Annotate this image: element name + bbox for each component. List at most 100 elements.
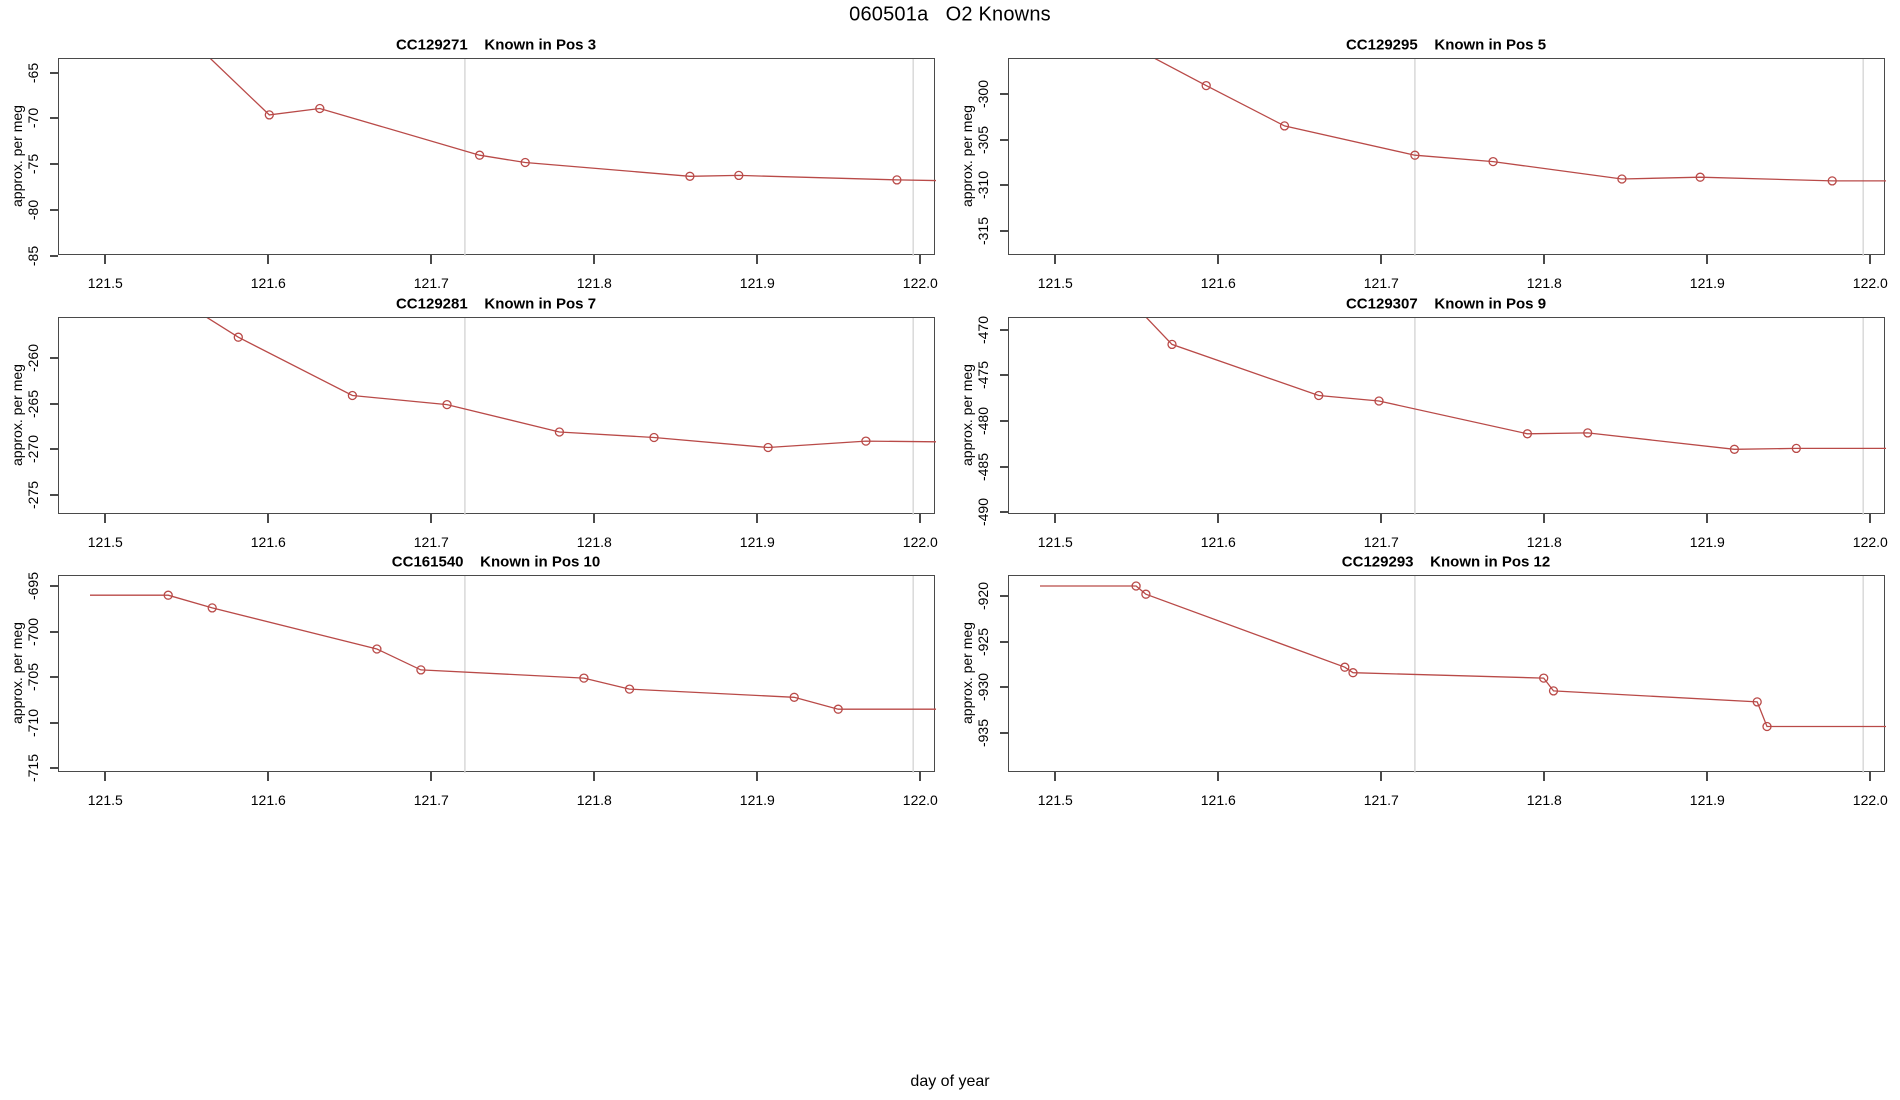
chart-panel-CC129293: CC129293 Known in Pos 12 approx. per meg -… bbox=[959, 554, 1888, 809]
data-point-marker bbox=[233, 332, 243, 342]
x-tick-mark bbox=[430, 255, 433, 264]
y-tick-label: -305 bbox=[975, 125, 991, 154]
data-point-marker bbox=[1762, 721, 1772, 732]
y-axis-label: approx. per meg bbox=[9, 105, 25, 207]
data-point-marker bbox=[264, 110, 274, 120]
data-line bbox=[206, 318, 936, 449]
x-tick-mark bbox=[267, 514, 270, 523]
y-tick-mark bbox=[1000, 594, 1008, 597]
data-point-marker bbox=[1279, 121, 1290, 131]
x-tick-label: 121.5 bbox=[1037, 275, 1073, 291]
x-tick-mark bbox=[104, 514, 107, 523]
panel-title: CC129281 Known in Pos 7 bbox=[395, 295, 597, 313]
y-tick-mark bbox=[1000, 731, 1008, 734]
data-point-marker bbox=[1141, 589, 1151, 599]
data-point-marker bbox=[1488, 156, 1498, 167]
data-point-marker bbox=[833, 704, 843, 714]
y-tick-label: -260 bbox=[25, 344, 41, 373]
data-point-marker bbox=[1348, 668, 1358, 678]
chart-panel-CC161540: CC161540 Known in Pos 10 approx. per meg -… bbox=[9, 554, 938, 809]
y-tick-mark bbox=[50, 448, 58, 451]
x-tick-mark bbox=[593, 255, 596, 264]
data-point-marker bbox=[1340, 662, 1350, 672]
panel-title: CC129271 Known in Pos 3 bbox=[395, 36, 597, 54]
y-tick-label: -705 bbox=[25, 663, 41, 692]
y-tick-mark bbox=[1000, 374, 1008, 377]
data-point-marker bbox=[1314, 390, 1324, 401]
y-tick-label: -470 bbox=[975, 315, 991, 344]
panel-title: CC129295 Known in Pos 5 bbox=[1345, 36, 1547, 54]
x-tick-label: 121.8 bbox=[1526, 792, 1562, 808]
x-tick-mark bbox=[1217, 772, 1220, 781]
y-tick-mark bbox=[50, 71, 58, 74]
y-tick-label: -925 bbox=[975, 627, 991, 656]
y-tick-label: -485 bbox=[975, 452, 991, 481]
x-tick-mark bbox=[1543, 255, 1546, 264]
x-tick-label: 121.9 bbox=[739, 275, 775, 291]
y-tick-label: -65 bbox=[25, 62, 41, 83]
data-point-marker bbox=[1410, 150, 1420, 160]
data-point-marker bbox=[789, 692, 799, 702]
y-tick-label: -70 bbox=[25, 108, 41, 129]
x-tick-label: 121.7 bbox=[413, 534, 449, 550]
data-point-marker bbox=[442, 399, 452, 410]
x-tick-mark bbox=[1706, 255, 1709, 264]
x-tick-label: 121.5 bbox=[87, 275, 123, 291]
x-tick-mark bbox=[104, 255, 107, 264]
data-point-marker bbox=[685, 171, 695, 181]
data-line bbox=[90, 594, 936, 710]
data-point-marker bbox=[1131, 581, 1141, 591]
x-tick-mark bbox=[1543, 514, 1546, 523]
x-tick-mark bbox=[756, 514, 759, 523]
x-tick-label: 122.0 bbox=[1852, 792, 1888, 808]
data-point-marker bbox=[1167, 339, 1177, 350]
y-tick-mark bbox=[50, 630, 58, 633]
chart-panel-CC129281: CC129281 Known in Pos 7 approx. per meg -2… bbox=[9, 296, 938, 551]
y-tick-label: -480 bbox=[975, 406, 991, 435]
y-tick-mark bbox=[1000, 184, 1008, 187]
y-tick-mark bbox=[1000, 138, 1008, 141]
x-tick-label: 121.8 bbox=[576, 534, 612, 550]
x-tick-mark bbox=[1380, 255, 1383, 264]
x-tick-mark bbox=[1380, 772, 1383, 781]
data-point-marker bbox=[1583, 428, 1593, 438]
data-point-marker bbox=[763, 442, 773, 453]
series-plot bbox=[1154, 59, 1886, 256]
y-tick-mark bbox=[50, 402, 58, 405]
figure-title: 060501a O2 Knowns bbox=[849, 3, 1051, 26]
x-tick-label: 121.7 bbox=[1363, 792, 1399, 808]
data-point-marker bbox=[520, 157, 530, 168]
x-tick-mark bbox=[1869, 255, 1872, 264]
x-tick-label: 122.0 bbox=[902, 275, 938, 291]
y-tick-label: -920 bbox=[975, 581, 991, 610]
data-point-marker bbox=[1617, 174, 1627, 184]
data-point-marker bbox=[1729, 444, 1740, 454]
plot-area bbox=[58, 317, 936, 515]
panel-title: CC161540 Known in Pos 10 bbox=[391, 553, 601, 571]
x-tick-label: 121.6 bbox=[250, 534, 286, 550]
x-tick-mark bbox=[919, 772, 922, 781]
series-plot bbox=[209, 59, 936, 256]
y-tick-mark bbox=[50, 357, 58, 360]
y-tick-mark bbox=[50, 254, 58, 257]
x-tick-mark bbox=[267, 255, 270, 264]
data-point-marker bbox=[474, 150, 485, 160]
data-line bbox=[209, 59, 936, 182]
x-tick-label: 121.9 bbox=[1689, 792, 1725, 808]
y-axis-label: approx. per meg bbox=[9, 364, 25, 466]
y-tick-mark bbox=[1000, 419, 1008, 422]
chart-panel-CC129271: CC129271 Known in Pos 3 approx. per meg -6… bbox=[9, 37, 938, 292]
chart-panel-CC129295: CC129295 Known in Pos 5 approx. per meg -3… bbox=[959, 37, 1888, 292]
y-axis-label: approx. per meg bbox=[9, 622, 25, 724]
x-axis-outer-label: day of year bbox=[910, 1073, 990, 1090]
y-tick-label: -695 bbox=[25, 571, 41, 600]
x-tick-mark bbox=[1869, 772, 1872, 781]
x-tick-label: 121.9 bbox=[739, 792, 775, 808]
y-tick-mark bbox=[50, 584, 58, 587]
y-tick-label: -935 bbox=[975, 718, 991, 747]
x-tick-label: 121.9 bbox=[1689, 275, 1725, 291]
data-point-marker bbox=[734, 170, 744, 181]
plot-area bbox=[58, 575, 936, 773]
y-tick-mark bbox=[1000, 686, 1008, 689]
x-tick-mark bbox=[593, 772, 596, 781]
